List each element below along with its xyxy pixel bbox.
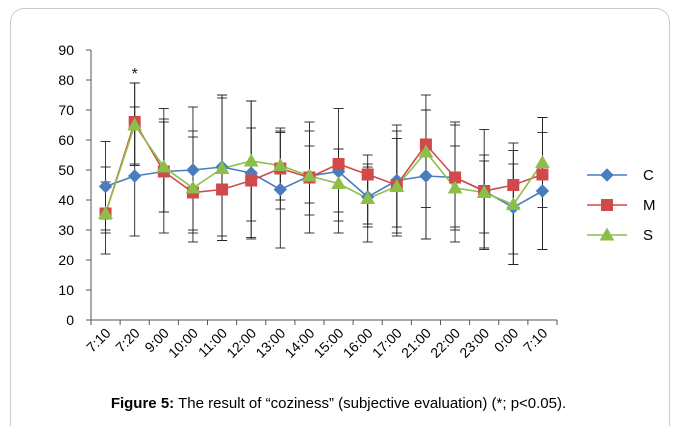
y-tick-label: 30 (58, 222, 74, 238)
data-point-c (98, 179, 113, 194)
legend-marker (601, 199, 613, 211)
x-tick-label: 22:00 (427, 325, 463, 361)
series-line-s (104, 123, 544, 214)
data-point-m (245, 174, 258, 187)
x-tick-label: 16:00 (340, 325, 376, 361)
x-tick-label: 23:00 (456, 325, 492, 361)
line-chart: 01020304050607080907:107:209:0010:0011:0… (58, 42, 656, 361)
x-tick-label: 7:10 (520, 325, 551, 356)
data-point-s (389, 178, 405, 192)
data-point-c (127, 169, 142, 183)
data-point-s (127, 117, 143, 131)
data-point-s (214, 160, 230, 174)
data-point-s (185, 180, 201, 194)
y-tick-label: 80 (58, 72, 74, 88)
data-point-s (535, 154, 550, 168)
data-point-s (505, 196, 521, 210)
legend-label: C (643, 167, 654, 184)
x-tick-label: 11:00 (195, 325, 231, 361)
x-tick-label: 10:00 (165, 325, 201, 361)
y-tick-label: 10 (58, 282, 74, 298)
data-point-m (361, 168, 374, 181)
data-point-c (186, 163, 200, 177)
data-point-m (536, 168, 549, 181)
data-point-m (332, 158, 345, 170)
x-tick-label: 12:00 (223, 325, 259, 361)
data-point-s (360, 190, 376, 204)
y-tick-label: 70 (58, 102, 74, 118)
data-point-c (535, 184, 550, 198)
data-point-m (216, 183, 229, 196)
figure-frame (10, 8, 670, 426)
x-tick-label: 7:20 (112, 325, 143, 356)
significance-marker: * (132, 66, 138, 83)
y-tick-label: 90 (58, 42, 74, 58)
data-point-s (272, 157, 288, 171)
legend-label: S (643, 227, 653, 244)
legend-marker (599, 227, 615, 241)
legend-marker (600, 168, 614, 182)
caption-label: Figure 5: (110, 395, 175, 412)
data-point-s (418, 144, 434, 158)
x-tick-label: 21:00 (398, 325, 434, 361)
x-tick-label: 14:00 (281, 325, 317, 361)
x-tick-label: 15:00 (311, 325, 347, 361)
data-point-c (273, 182, 288, 197)
x-tick-label: 17:00 (369, 325, 405, 361)
data-point-c (419, 169, 433, 183)
data-point-s (302, 168, 317, 182)
figure-caption: Figure 5: The result of “coziness” (subj… (0, 395, 677, 412)
y-tick-label: 0 (66, 312, 74, 328)
data-point-s (243, 153, 259, 167)
series-line-m (104, 120, 543, 214)
data-point-s (447, 180, 463, 194)
data-point-s (98, 205, 113, 219)
data-point-s (476, 184, 492, 198)
y-tick-label: 60 (58, 132, 74, 148)
legend-label: M (643, 197, 656, 214)
y-tick-label: 40 (58, 192, 74, 208)
data-point-s (331, 175, 346, 189)
data-point-s (156, 159, 172, 173)
y-tick-label: 50 (58, 162, 74, 178)
x-tick-label: 0:00 (491, 325, 522, 356)
caption-text: The result of “coziness” (subjective eva… (178, 395, 567, 412)
x-tick-label: 7:10 (83, 325, 114, 356)
data-point-m (507, 179, 520, 191)
x-tick-label: 13:00 (252, 325, 288, 361)
y-tick-label: 20 (58, 252, 74, 268)
